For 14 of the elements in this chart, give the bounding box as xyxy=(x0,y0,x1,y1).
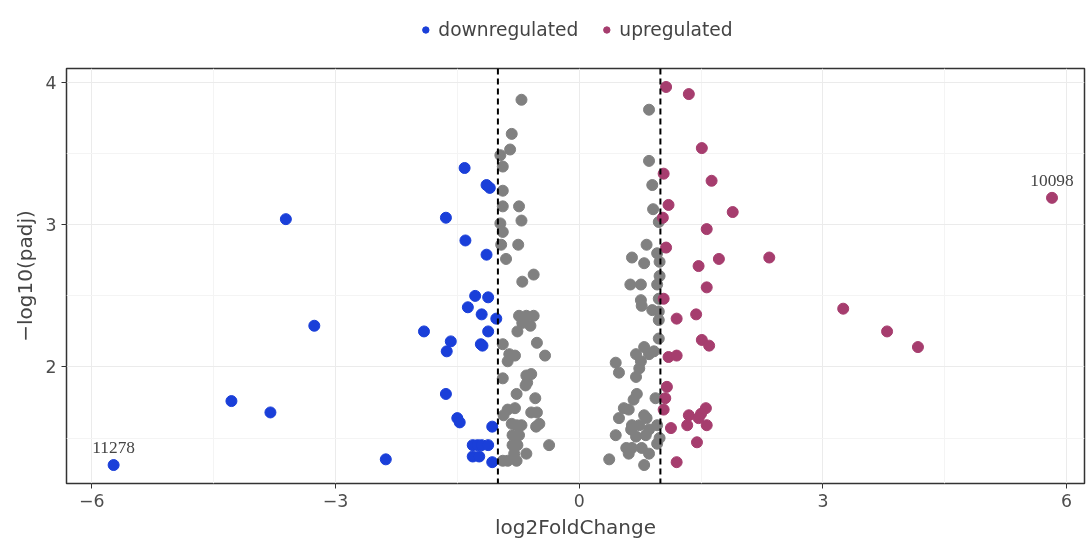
annotation: 10098 xyxy=(1030,170,1074,190)
x-tick-label: 0 xyxy=(573,490,585,511)
x-tick-label: 3 xyxy=(817,490,829,511)
x-tick-label: −3 xyxy=(322,490,349,511)
annotation: 11278 xyxy=(92,438,135,458)
x-tick-label: 6 xyxy=(1061,490,1073,511)
y-tick-label: 3 xyxy=(45,215,57,236)
x-tick-label: −6 xyxy=(78,490,105,511)
y-axis-title: −log10(padj) xyxy=(13,210,38,342)
y-tick-label: 4 xyxy=(45,73,57,94)
x-axis-title: log2FoldChange xyxy=(494,514,657,539)
y-tick-label: 2 xyxy=(45,357,57,378)
legend-label: downregulated xyxy=(438,18,579,40)
legend-label: upregulated xyxy=(619,18,733,40)
